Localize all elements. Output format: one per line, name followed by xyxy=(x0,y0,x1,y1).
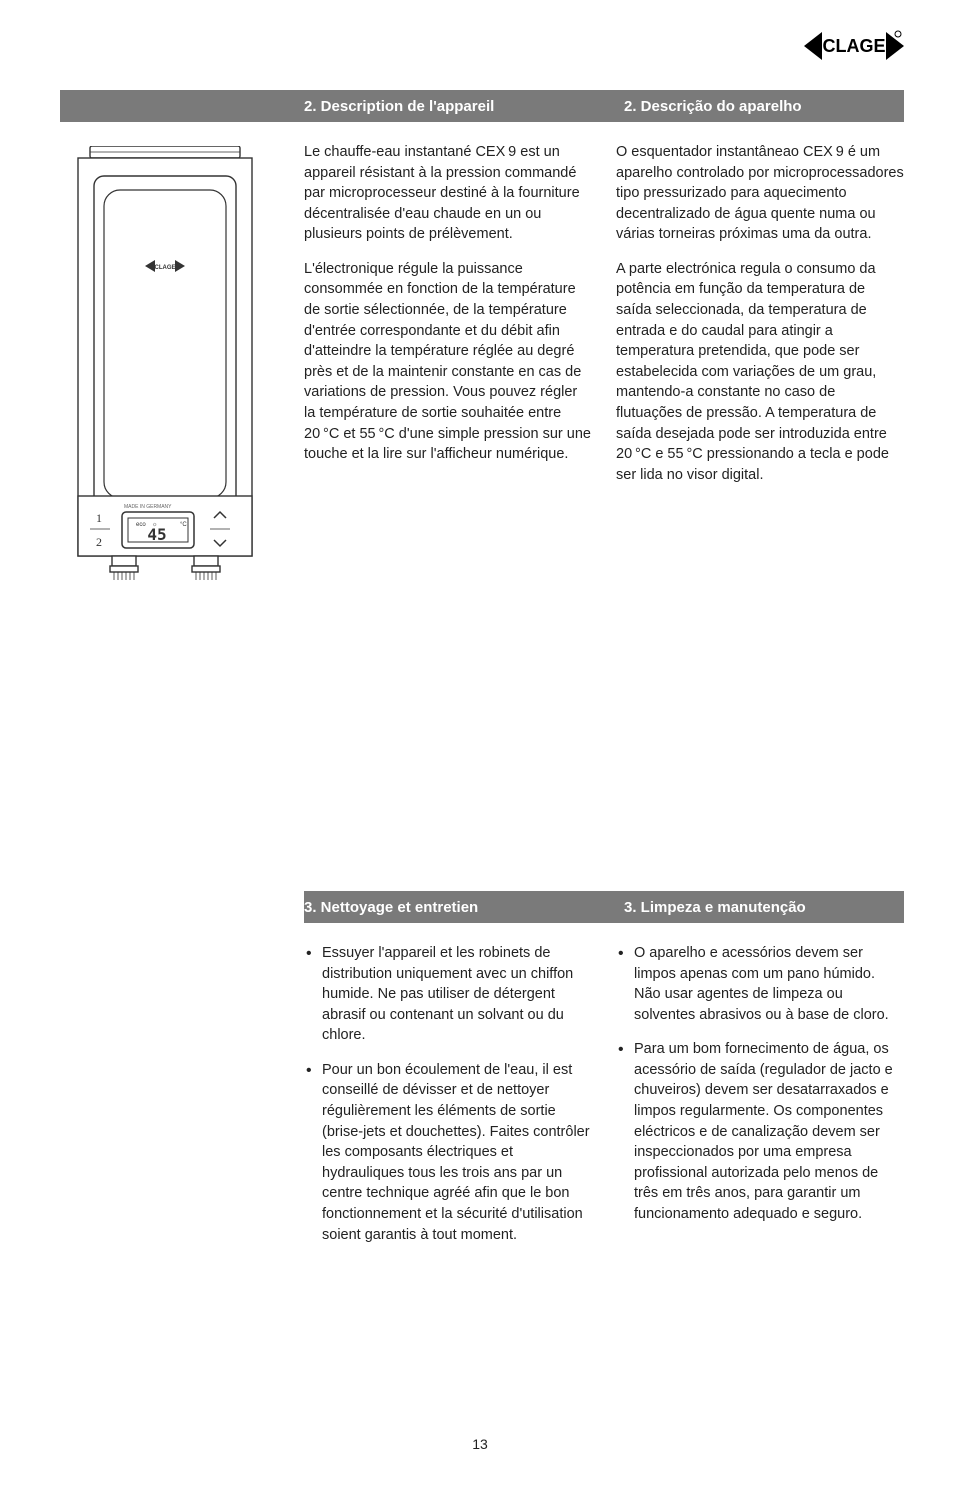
svg-text:eco: eco xyxy=(136,522,146,528)
section3-col-fr: Essuyer l'appareil et les robinets de di… xyxy=(304,943,592,1259)
section2-pt-p2: A parte electrónica regula o consumo da … xyxy=(616,259,904,485)
section2-heading-fr: 2. Description de l'appareil xyxy=(304,98,494,115)
section2-fr-p2: L'électronique régule la puissance conso… xyxy=(304,259,592,465)
logo-text: CLAGE xyxy=(823,36,886,56)
section2-pt-p1: O esquentador instantâneao CEX 9 é um ap… xyxy=(616,142,904,245)
svg-text:1: 1 xyxy=(96,511,102,525)
svg-text:2: 2 xyxy=(96,535,102,549)
section3-pt-b2: Para um bom fornecimento de água, os ace… xyxy=(616,1039,904,1224)
section3-fr-b1: Essuyer l'appareil et les robinets de di… xyxy=(304,943,592,1046)
section3-heading-fr: 3. Nettoyage et entretien xyxy=(304,899,478,916)
section2-header: 2. Description de l'appareil 2. Descriçã… xyxy=(60,90,904,122)
svg-text:45: 45 xyxy=(147,525,166,544)
page-number: 13 xyxy=(0,1436,960,1452)
svg-text:°C: °C xyxy=(180,522,187,528)
section3-header: 3. Nettoyage et entretien 3. Limpeza e m… xyxy=(304,891,904,923)
section2-fr-p1: Le chauffe-eau instantané CEX 9 est un a… xyxy=(304,142,592,245)
brand-logo: CLAGE xyxy=(804,28,904,69)
svg-text:CLAGE: CLAGE xyxy=(155,265,176,271)
device-illustration: CLAGE MADE IN GERMANY 1 2 eco ☼ °C 45 xyxy=(60,142,304,591)
svg-text:MADE IN GERMANY: MADE IN GERMANY xyxy=(124,504,172,510)
section2-heading-pt: 2. Descrição do aparelho xyxy=(624,98,802,115)
section2-col-fr: Le chauffe-eau instantané CEX 9 est un a… xyxy=(304,142,592,591)
section3-fr-b2: Pour un bon écoulement de l'eau, il est … xyxy=(304,1060,592,1245)
section3-heading-pt: 3. Limpeza e manutenção xyxy=(624,899,806,916)
section3-col-pt: O aparelho e acessórios devem ser limpos… xyxy=(616,943,904,1259)
section3-pt-b1: O aparelho e acessórios devem ser limpos… xyxy=(616,943,904,1025)
section2-col-pt: O esquentador instantâneao CEX 9 é um ap… xyxy=(616,142,904,591)
